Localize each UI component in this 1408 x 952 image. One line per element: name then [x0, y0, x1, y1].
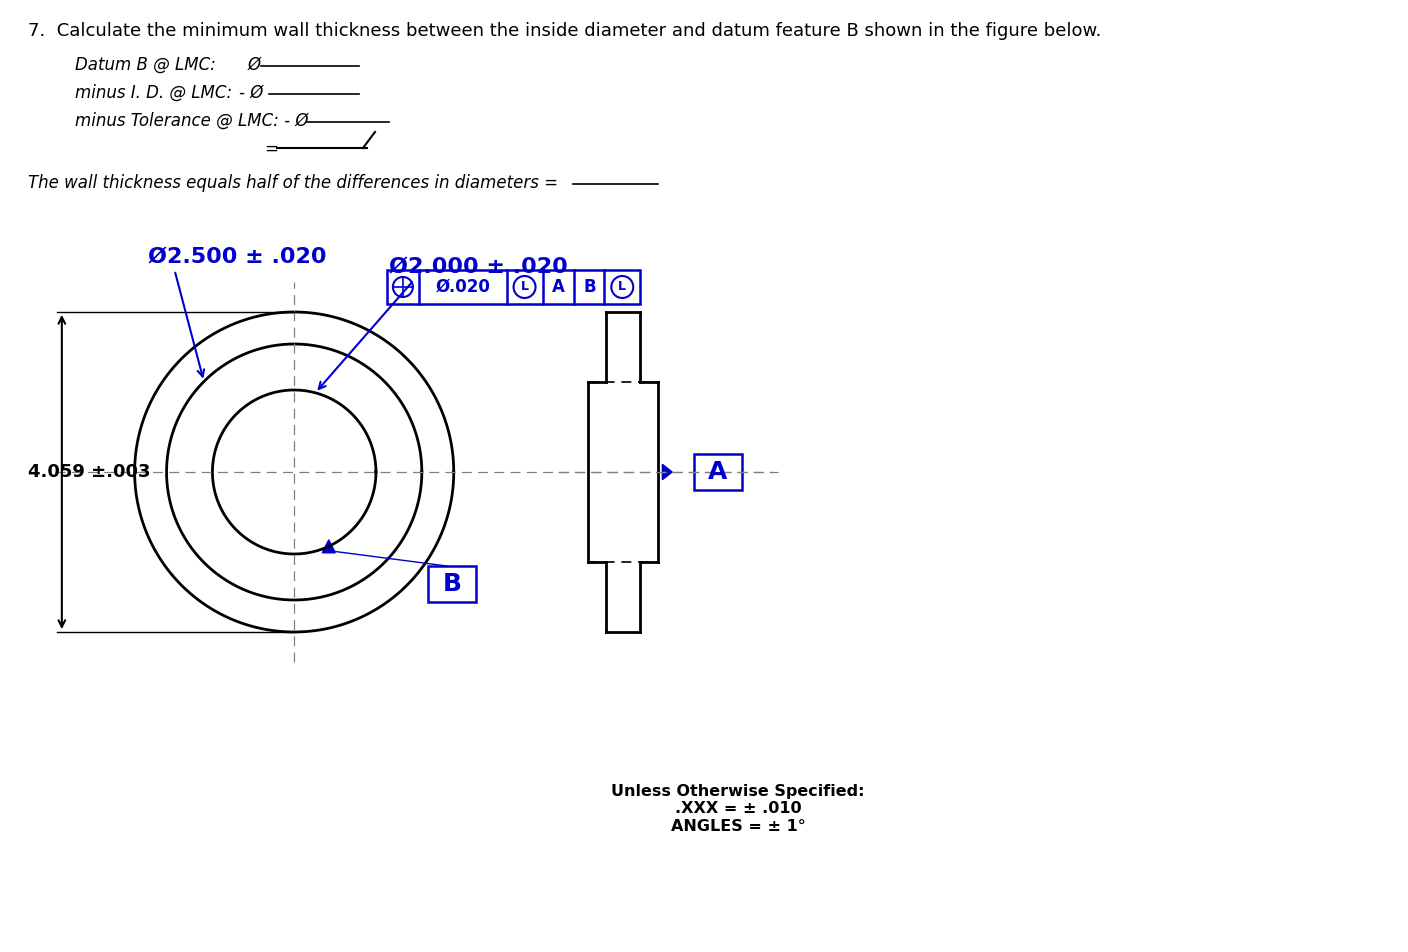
Text: 4.059 ±.003: 4.059 ±.003	[28, 463, 151, 481]
Text: 7.  Calculate the minimum wall thickness between the inside diameter and datum f: 7. Calculate the minimum wall thickness …	[28, 22, 1101, 40]
Text: Ø2.500 ± .020: Ø2.500 ± .020	[148, 247, 327, 267]
Text: A: A	[708, 460, 728, 484]
Text: Ø: Ø	[248, 56, 260, 74]
Text: L: L	[618, 281, 627, 293]
Text: Datum B @ LMC:: Datum B @ LMC:	[75, 56, 215, 74]
Text: minus I. D. @ LMC:: minus I. D. @ LMC:	[75, 84, 232, 102]
Text: Unless Otherwise Specified:
.XXX = ± .010
ANGLES = ± 1°: Unless Otherwise Specified: .XXX = ± .01…	[611, 784, 865, 834]
Text: minus Tolerance @ LMC: - Ø: minus Tolerance @ LMC: - Ø	[75, 112, 308, 130]
Text: L: L	[521, 281, 528, 293]
Text: Ø2.000 ± .020: Ø2.000 ± .020	[389, 257, 567, 277]
Text: B: B	[583, 278, 596, 296]
Text: B: B	[442, 572, 462, 596]
Text: =: =	[265, 140, 279, 158]
Bar	[694, 454, 742, 490]
Bar	[387, 270, 641, 304]
Bar	[428, 566, 476, 602]
Polygon shape	[662, 465, 672, 480]
Text: The wall thickness equals half of the differences in diameters =: The wall thickness equals half of the di…	[28, 174, 558, 192]
Text: - Ø: - Ø	[239, 84, 263, 102]
Polygon shape	[322, 540, 335, 553]
Text: A: A	[552, 278, 565, 296]
Text: Ø.020: Ø.020	[435, 278, 490, 296]
